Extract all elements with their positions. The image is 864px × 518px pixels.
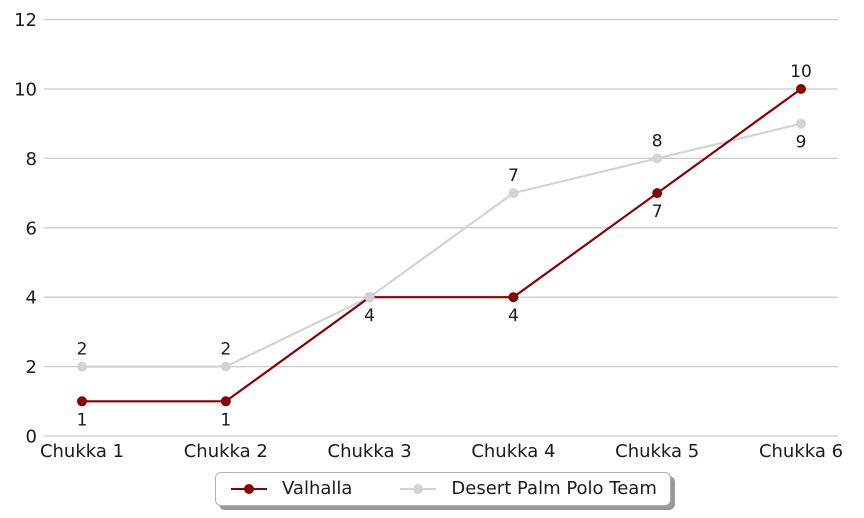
legend-label-desert-palm: Desert Palm Polo Team (451, 478, 657, 499)
series-line-valhalla (82, 88, 802, 403)
marker-valhalla-chukka-4 (508, 292, 519, 303)
legend-item-desert-palm: Desert Palm Polo Team (398, 478, 657, 499)
y-tick-label-8: 8 (26, 149, 37, 170)
marker-valhalla-chukka-1 (77, 396, 87, 407)
x-tick-label-chukka-3: Chukka 3 (328, 441, 412, 462)
marker-desert-palm-polo-team-chukka-4 (508, 188, 519, 199)
y-tick-label-10: 10 (14, 80, 37, 101)
data-label-desert-palm-polo-team-chukka-4: 7 (508, 166, 519, 186)
x-tick-label-chukka-2: Chukka 2 (184, 441, 268, 462)
data-label-valhalla-chukka-3: 4 (364, 306, 375, 326)
desert-palm-sample-marker (413, 484, 424, 494)
legend: Valhalla Desert Palm Polo Team (215, 472, 671, 506)
x-tick-label-chukka-6: Chukka 6 (759, 441, 843, 462)
legend-label-valhalla: Valhalla (282, 478, 353, 499)
data-label-desert-palm-polo-team-chukka-2: 2 (220, 340, 231, 360)
data-label-desert-palm-polo-team-chukka-1: 2 (77, 340, 88, 360)
data-label-valhalla-chukka-6: 10 (790, 62, 812, 82)
marker-valhalla-chukka-2 (220, 396, 231, 407)
data-label-valhalla-chukka-2: 1 (220, 410, 231, 430)
marker-desert-palm-polo-team-chukka-3 (364, 292, 375, 303)
y-tick-label-6: 6 (26, 218, 37, 239)
marker-desert-palm-polo-team-chukka-6 (796, 118, 806, 129)
marker-desert-palm-polo-team-chukka-1 (77, 361, 87, 372)
valhalla-sample-marker (244, 484, 254, 494)
valhalla-line-sample-icon (231, 484, 267, 494)
desert-palm-line-sample-icon (400, 484, 437, 494)
y-tick-label-4: 4 (26, 288, 37, 309)
x-tick-label-chukka-4: Chukka 4 (471, 441, 555, 462)
legend-item-valhalla: Valhalla (229, 480, 352, 498)
y-tick-label-2: 2 (26, 357, 37, 378)
data-label-valhalla-chukka-5: 7 (652, 202, 663, 222)
data-label-desert-palm-polo-team-chukka-6: 9 (796, 133, 807, 153)
data-label-valhalla-chukka-4: 4 (508, 306, 519, 326)
x-tick-label-chukka-5: Chukka 5 (615, 441, 699, 462)
x-tick-label-chukka-1: Chukka 1 (40, 441, 124, 462)
series-line-desert-palm-polo-team (82, 122, 802, 368)
data-label-valhalla-chukka-1: 1 (77, 410, 88, 430)
marker-desert-palm-polo-team-chukka-5 (652, 153, 663, 164)
marker-valhalla-chukka-5 (652, 188, 663, 199)
marker-desert-palm-polo-team-chukka-2 (220, 361, 231, 372)
y-tick-label-12: 12 (14, 10, 37, 31)
data-label-desert-palm-polo-team-chukka-5: 8 (652, 131, 663, 151)
y-tick-label-0: 0 (26, 427, 37, 448)
marker-valhalla-chukka-6 (796, 84, 806, 94)
